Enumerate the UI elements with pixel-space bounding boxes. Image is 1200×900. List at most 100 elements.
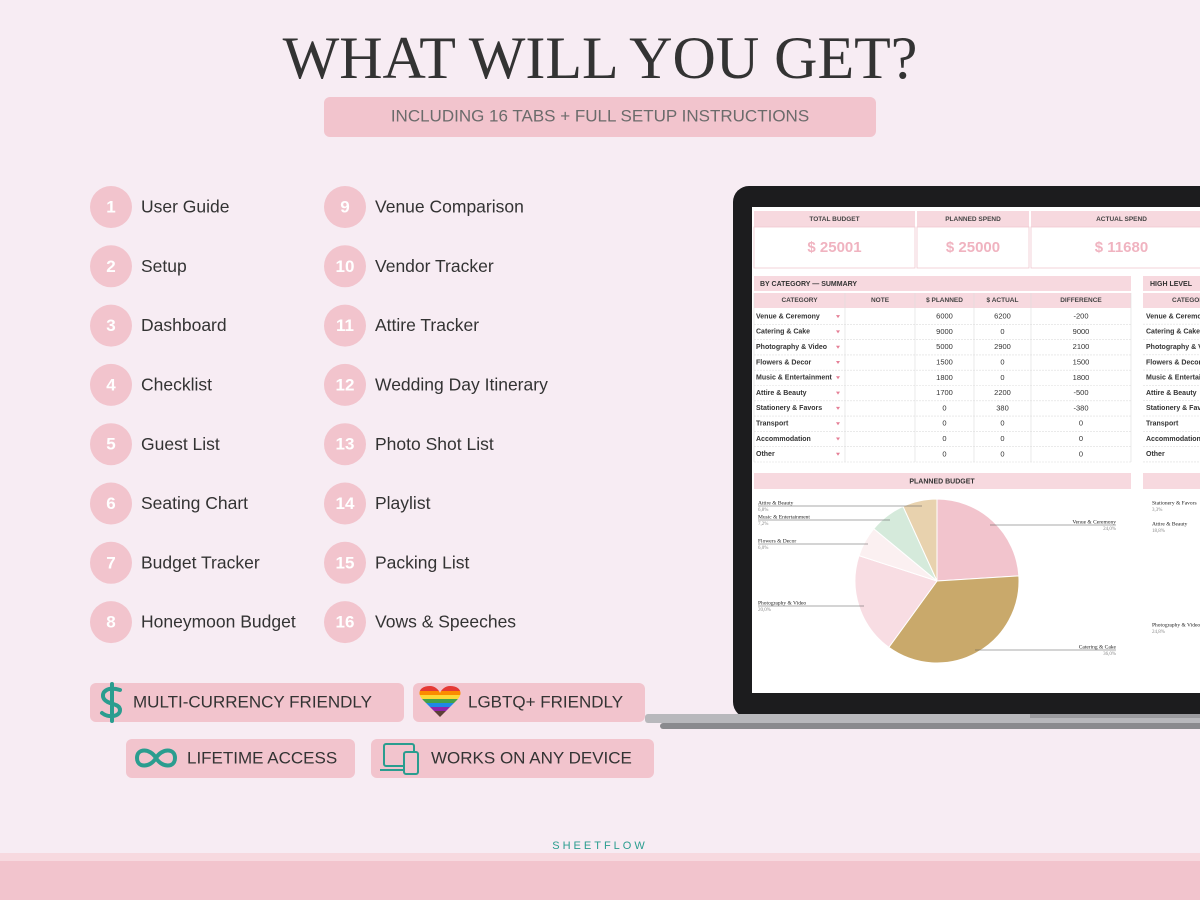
dropdown-arrow bbox=[836, 391, 840, 395]
number-cell: 0 bbox=[942, 403, 946, 412]
feature-number: 12 bbox=[336, 375, 355, 394]
feature-number: 2 bbox=[106, 257, 115, 276]
pie-label: Attire & Beauty bbox=[758, 500, 794, 506]
badge-label: MULTI-CURRENCY FRIENDLY bbox=[133, 692, 372, 711]
feature-label: Dashboard bbox=[141, 315, 227, 335]
feature-label: Honeymoon Budget bbox=[141, 612, 296, 632]
number-badge bbox=[90, 363, 132, 406]
dropdown-arrow bbox=[836, 345, 840, 349]
number-cell: 0 bbox=[1000, 327, 1004, 336]
number-cell: 1800 bbox=[1073, 373, 1090, 382]
pie-label: Flowers & Decor bbox=[758, 538, 796, 544]
badge bbox=[90, 683, 404, 722]
number-cell: 0 bbox=[1000, 419, 1004, 428]
category-cell: Venue & Ceremony bbox=[756, 313, 820, 320]
badge-label: LIFETIME ACCESS bbox=[187, 748, 337, 767]
kpi-value: $ 25000 bbox=[946, 239, 1000, 256]
category-cell: Catering & Cake bbox=[756, 329, 810, 336]
feature-number: 4 bbox=[106, 375, 116, 394]
kpi-box bbox=[753, 226, 916, 269]
number-badge bbox=[324, 423, 366, 466]
feature-number: 7 bbox=[106, 553, 115, 572]
pie-percent: 3,3% bbox=[1152, 508, 1162, 513]
feature-label: Vows & Speeches bbox=[375, 612, 516, 632]
number-badge bbox=[324, 245, 366, 288]
category-cell: Catering & Cake bbox=[1146, 329, 1200, 336]
pie-percent: 6,8% bbox=[758, 508, 768, 513]
number-cell: 1500 bbox=[1073, 357, 1090, 366]
category-cell: Accommodation bbox=[1146, 436, 1200, 443]
category-cell: Photography & Video bbox=[1146, 344, 1200, 351]
table-title-bar bbox=[754, 276, 1131, 291]
category-cell: Flowers & Decor bbox=[1146, 359, 1200, 366]
pie-slice bbox=[936, 498, 1020, 582]
column-header: $ ACTUAL bbox=[987, 297, 1019, 304]
number-cell: -500 bbox=[1073, 388, 1088, 397]
feature-label: User Guide bbox=[141, 197, 230, 217]
number-cell: 0 bbox=[1000, 449, 1004, 458]
number-cell: 0 bbox=[1079, 419, 1083, 428]
badge bbox=[371, 739, 654, 778]
number-badge bbox=[324, 541, 366, 584]
feature-number: 5 bbox=[106, 435, 115, 454]
category-cell: Transport bbox=[756, 421, 789, 428]
feature-number: 3 bbox=[106, 316, 115, 335]
feature-number: 13 bbox=[336, 435, 355, 454]
category-cell: Other bbox=[756, 451, 775, 458]
feature-label: Checklist bbox=[141, 375, 212, 395]
table-title: BY CATEGORY — SUMMARY bbox=[760, 281, 857, 288]
category-cell: Stationery & Favors bbox=[756, 405, 822, 412]
feature-label: Vendor Tracker bbox=[375, 256, 494, 276]
feature-label: Wedding Day Itinerary bbox=[375, 375, 548, 395]
pie-label: Catering & Cake bbox=[1079, 644, 1117, 650]
kpi-header bbox=[754, 211, 915, 227]
dropdown-arrow bbox=[836, 422, 840, 426]
number-cell: 9000 bbox=[1073, 327, 1090, 336]
number-badge bbox=[324, 304, 366, 347]
currency-icon bbox=[100, 682, 123, 723]
chart-title-bar bbox=[754, 473, 1131, 489]
category-cell: Flowers & Decor bbox=[756, 359, 812, 366]
number-cell: -380 bbox=[1073, 403, 1088, 412]
number-cell: 380 bbox=[996, 403, 1009, 412]
feature-number: 6 bbox=[106, 494, 115, 513]
number-cell: 1700 bbox=[936, 388, 953, 397]
badge bbox=[126, 739, 355, 778]
feature-number: 14 bbox=[336, 494, 355, 513]
feature-label: Venue Comparison bbox=[375, 197, 524, 217]
badge-label: LGBTQ+ FRIENDLY bbox=[468, 692, 623, 711]
number-badge bbox=[90, 482, 132, 525]
feature-number: 11 bbox=[336, 316, 354, 335]
dropdown-arrow bbox=[836, 330, 840, 334]
panel-header-bar bbox=[1143, 293, 1200, 308]
subtitle-bar bbox=[324, 97, 876, 137]
kpi-label: TOTAL BUDGET bbox=[809, 216, 859, 223]
chart-title-bar bbox=[1143, 473, 1200, 489]
number-badge bbox=[90, 186, 132, 228]
title: WHAT WILL YOU GET? bbox=[283, 25, 918, 91]
pie-percent: 7,2% bbox=[758, 522, 768, 527]
number-cell: 2900 bbox=[994, 342, 1011, 351]
category-cell: Transport bbox=[1146, 421, 1179, 428]
dropdown-arrow bbox=[836, 376, 840, 380]
brand: SHEETFLOW bbox=[552, 840, 647, 852]
number-cell: 0 bbox=[942, 434, 946, 443]
pie-label: Music & Entertainment bbox=[758, 514, 810, 520]
number-cell: 1800 bbox=[936, 373, 953, 382]
feature-label: Setup bbox=[141, 256, 187, 276]
footer-strip bbox=[0, 853, 1200, 861]
column-header: CATEGORY bbox=[1172, 297, 1200, 304]
category-cell: Music & Entertainment bbox=[756, 375, 833, 382]
badge-label: WORKS ON ANY DEVICE bbox=[431, 748, 632, 767]
feature-number: 9 bbox=[340, 197, 349, 216]
feature-number: 1 bbox=[106, 197, 115, 216]
number-badge bbox=[90, 245, 132, 288]
kpi-value: $ 11680 bbox=[1095, 239, 1148, 256]
number-cell: 0 bbox=[1079, 434, 1083, 443]
number-cell: 0 bbox=[1000, 357, 1004, 366]
category-cell: Attire & Beauty bbox=[1146, 390, 1197, 397]
feature-number: 10 bbox=[336, 257, 355, 276]
number-badge bbox=[90, 541, 132, 584]
feature-label: Guest List bbox=[141, 434, 220, 454]
number-badge bbox=[90, 423, 132, 466]
